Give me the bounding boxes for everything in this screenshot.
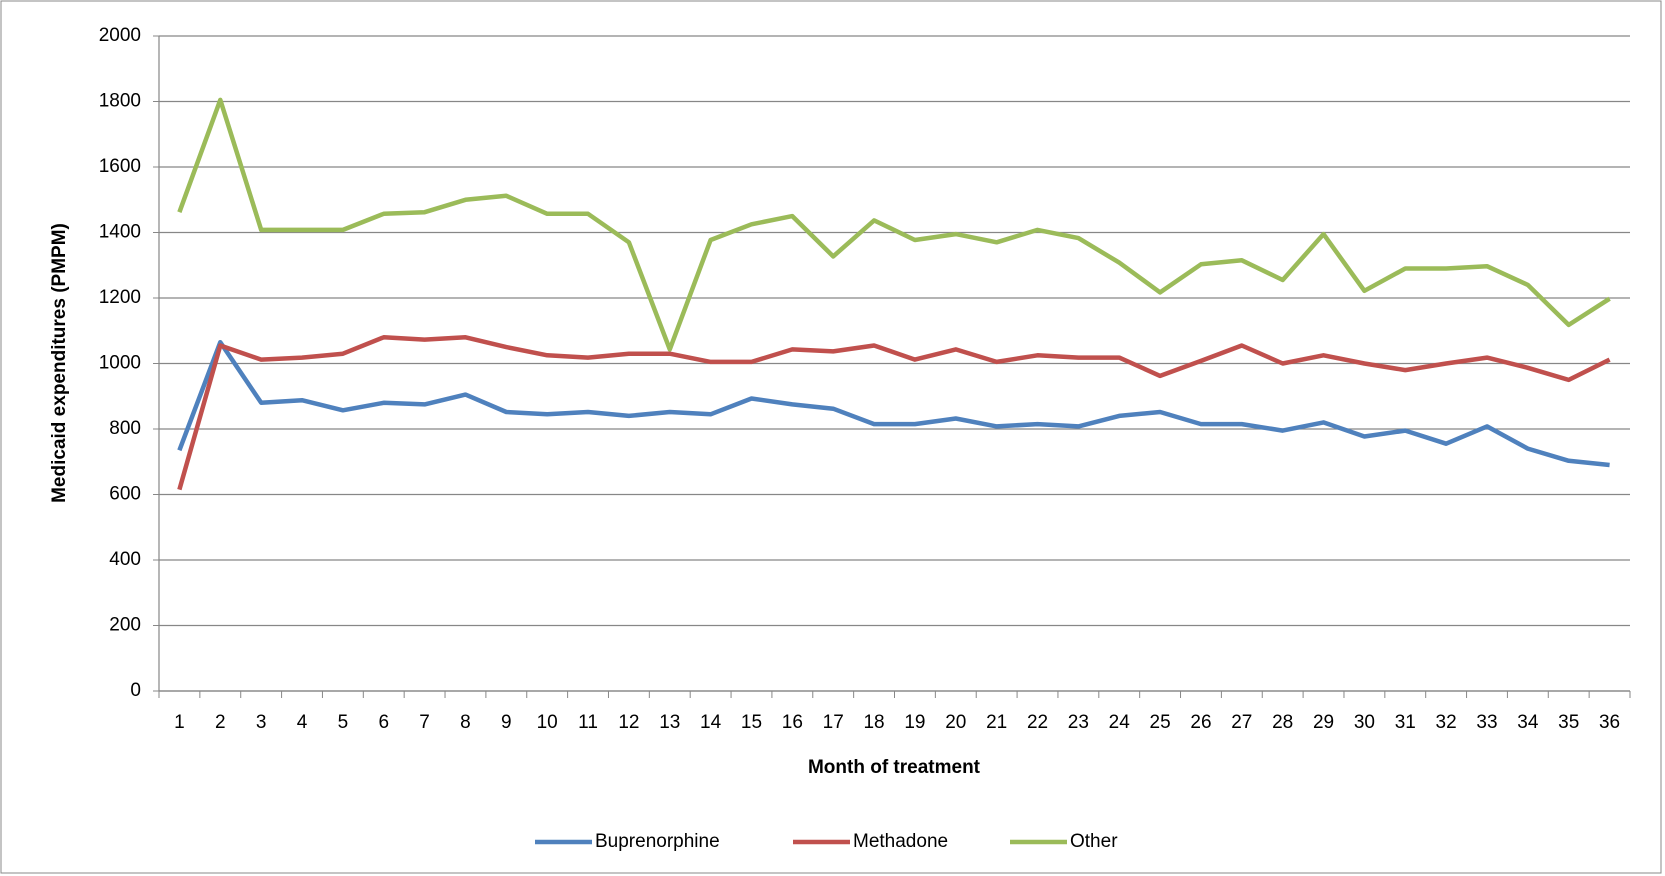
x-tick-label: 27	[1231, 712, 1252, 733]
x-tick-label: 18	[863, 712, 884, 733]
x-tick-label: 33	[1476, 712, 1497, 733]
x-tick-label: 26	[1190, 712, 1211, 733]
x-tick-label: 4	[297, 712, 308, 733]
y-tick-label: 1800	[99, 91, 141, 112]
x-tick-label: 22	[1027, 712, 1048, 733]
x-tick-label: 24	[1109, 712, 1131, 733]
x-tick-label: 23	[1068, 712, 1089, 733]
series-line	[177, 335, 1611, 491]
x-tick-label: 32	[1436, 712, 1457, 733]
x-tick-label: 25	[1150, 712, 1171, 733]
y-tick-label: 1200	[99, 287, 141, 308]
x-tick-label: 12	[618, 712, 639, 733]
x-tick-label: 14	[700, 712, 722, 733]
y-tick-label: 1000	[99, 353, 141, 374]
x-tick-label: 3	[256, 712, 267, 733]
x-tick-label: 29	[1313, 712, 1334, 733]
series-line	[177, 97, 1611, 352]
y-tick-label: 800	[109, 418, 141, 439]
x-tick-label: 17	[823, 712, 844, 733]
series-line	[177, 339, 1610, 468]
y-tick-label: 2000	[99, 25, 141, 46]
x-tick-label: 31	[1395, 712, 1416, 733]
y-tick-label: 1600	[99, 156, 141, 177]
x-tick-label: 36	[1599, 712, 1620, 733]
x-tick-label: 20	[945, 712, 966, 733]
legend-label: Other	[1070, 831, 1118, 852]
x-tick-label: 13	[659, 712, 680, 733]
y-tick-label: 600	[109, 484, 141, 505]
x-tick-label: 9	[501, 712, 512, 733]
legend-label: Buprenorphine	[595, 831, 720, 852]
x-tick-label: 11	[578, 712, 598, 733]
y-axis-label: Medicaid expenditures (PMPM)	[49, 223, 70, 503]
x-tick-label: 2	[215, 712, 226, 733]
x-tick-label: 30	[1354, 712, 1375, 733]
x-axis-label: Month of treatment	[808, 757, 981, 778]
x-tick-label: 1	[174, 712, 185, 733]
x-tick-label: 8	[460, 712, 471, 733]
x-tick-label: 15	[741, 712, 762, 733]
legend-label: Methadone	[853, 831, 948, 852]
x-tick-label: 19	[904, 712, 925, 733]
y-tick-label: 0	[130, 680, 141, 701]
x-tick-label: 5	[338, 712, 349, 733]
x-tick-label: 35	[1558, 712, 1579, 733]
x-tick-label: 34	[1517, 712, 1539, 733]
x-tick-label: 28	[1272, 712, 1293, 733]
x-tick-label: 7	[419, 712, 430, 733]
x-tick-label: 16	[782, 712, 803, 733]
x-tick-label: 6	[378, 712, 389, 733]
x-tick-label: 10	[537, 712, 558, 733]
y-tick-label: 1400	[99, 222, 141, 243]
x-tick-label: 21	[986, 712, 1007, 733]
y-tick-label: 200	[109, 615, 141, 636]
y-tick-label: 400	[109, 549, 141, 570]
